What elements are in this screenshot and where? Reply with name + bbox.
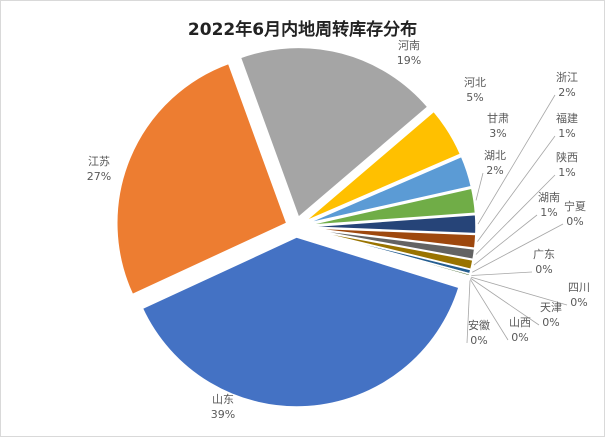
slice-percent-label: 27% [87, 170, 111, 183]
pie-slice-15 [116, 62, 288, 296]
slice-name-label: 江苏 [88, 155, 110, 168]
slice-name-label: 河北 [464, 76, 486, 89]
slice-percent-label: 1% [540, 206, 557, 219]
leader-line-5 [477, 135, 556, 242]
slice-percent-label: 0% [570, 296, 587, 309]
slice-name-label: 广东 [533, 248, 555, 261]
slice-name-label: 甘肃 [487, 112, 509, 125]
slice-percent-label: 0% [511, 331, 528, 344]
leader-line-8 [472, 223, 564, 273]
leader-line-7 [473, 214, 538, 266]
leader-line-12 [469, 279, 509, 341]
chart-title: 2022年6月内地周转库存分布 [187, 20, 418, 40]
slice-name-label: 山西 [509, 316, 531, 329]
slice-percent-label: 0% [470, 334, 487, 347]
leader-line-11 [470, 277, 540, 326]
pie-slice-0 [239, 46, 429, 219]
slice-percent-label: 39% [211, 408, 235, 421]
slice-name-label: 湖南 [538, 191, 560, 204]
slice-percent-label: 0% [535, 263, 552, 276]
leader-line-4 [477, 94, 556, 225]
slice-percent-label: 1% [558, 127, 575, 140]
pie-slice-4 [305, 213, 477, 235]
slice-name-label: 山东 [212, 393, 234, 406]
slice-percent-label: 0% [566, 215, 583, 228]
slice-name-label: 浙江 [556, 71, 578, 84]
slice-name-label: 湖北 [484, 149, 506, 162]
slice-percent-label: 5% [466, 91, 483, 104]
slice-name-label: 天津 [540, 301, 562, 314]
pie-slice-1 [303, 110, 462, 223]
slice-percent-label: 1% [558, 166, 575, 179]
pie-slice-2 [305, 155, 473, 225]
pie-slice-13 [305, 229, 470, 282]
slice-percent-label: 2% [486, 164, 503, 177]
leader-line-9 [471, 271, 533, 276]
slice-name-label: 宁夏 [564, 199, 586, 213]
slice-percent-label: 0% [542, 316, 559, 329]
pie-slice-14 [141, 236, 460, 408]
slice-percent-label: 19% [397, 54, 421, 67]
leader-line-10 [470, 276, 568, 306]
pie-slice-3 [305, 187, 477, 227]
slice-name-label: 河南 [398, 39, 420, 52]
slice-name-label: 陕西 [556, 150, 578, 164]
slice-percent-label: 2% [558, 86, 575, 99]
leader-line-13 [466, 280, 471, 344]
slice-name-label: 安徽 [468, 318, 490, 332]
leader-line-6 [475, 174, 556, 255]
leader-line-3 [475, 172, 484, 201]
slice-name-label: 福建 [556, 111, 578, 125]
slice-name-label: 四川 [568, 281, 590, 294]
slice-percent-label: 3% [489, 127, 506, 140]
